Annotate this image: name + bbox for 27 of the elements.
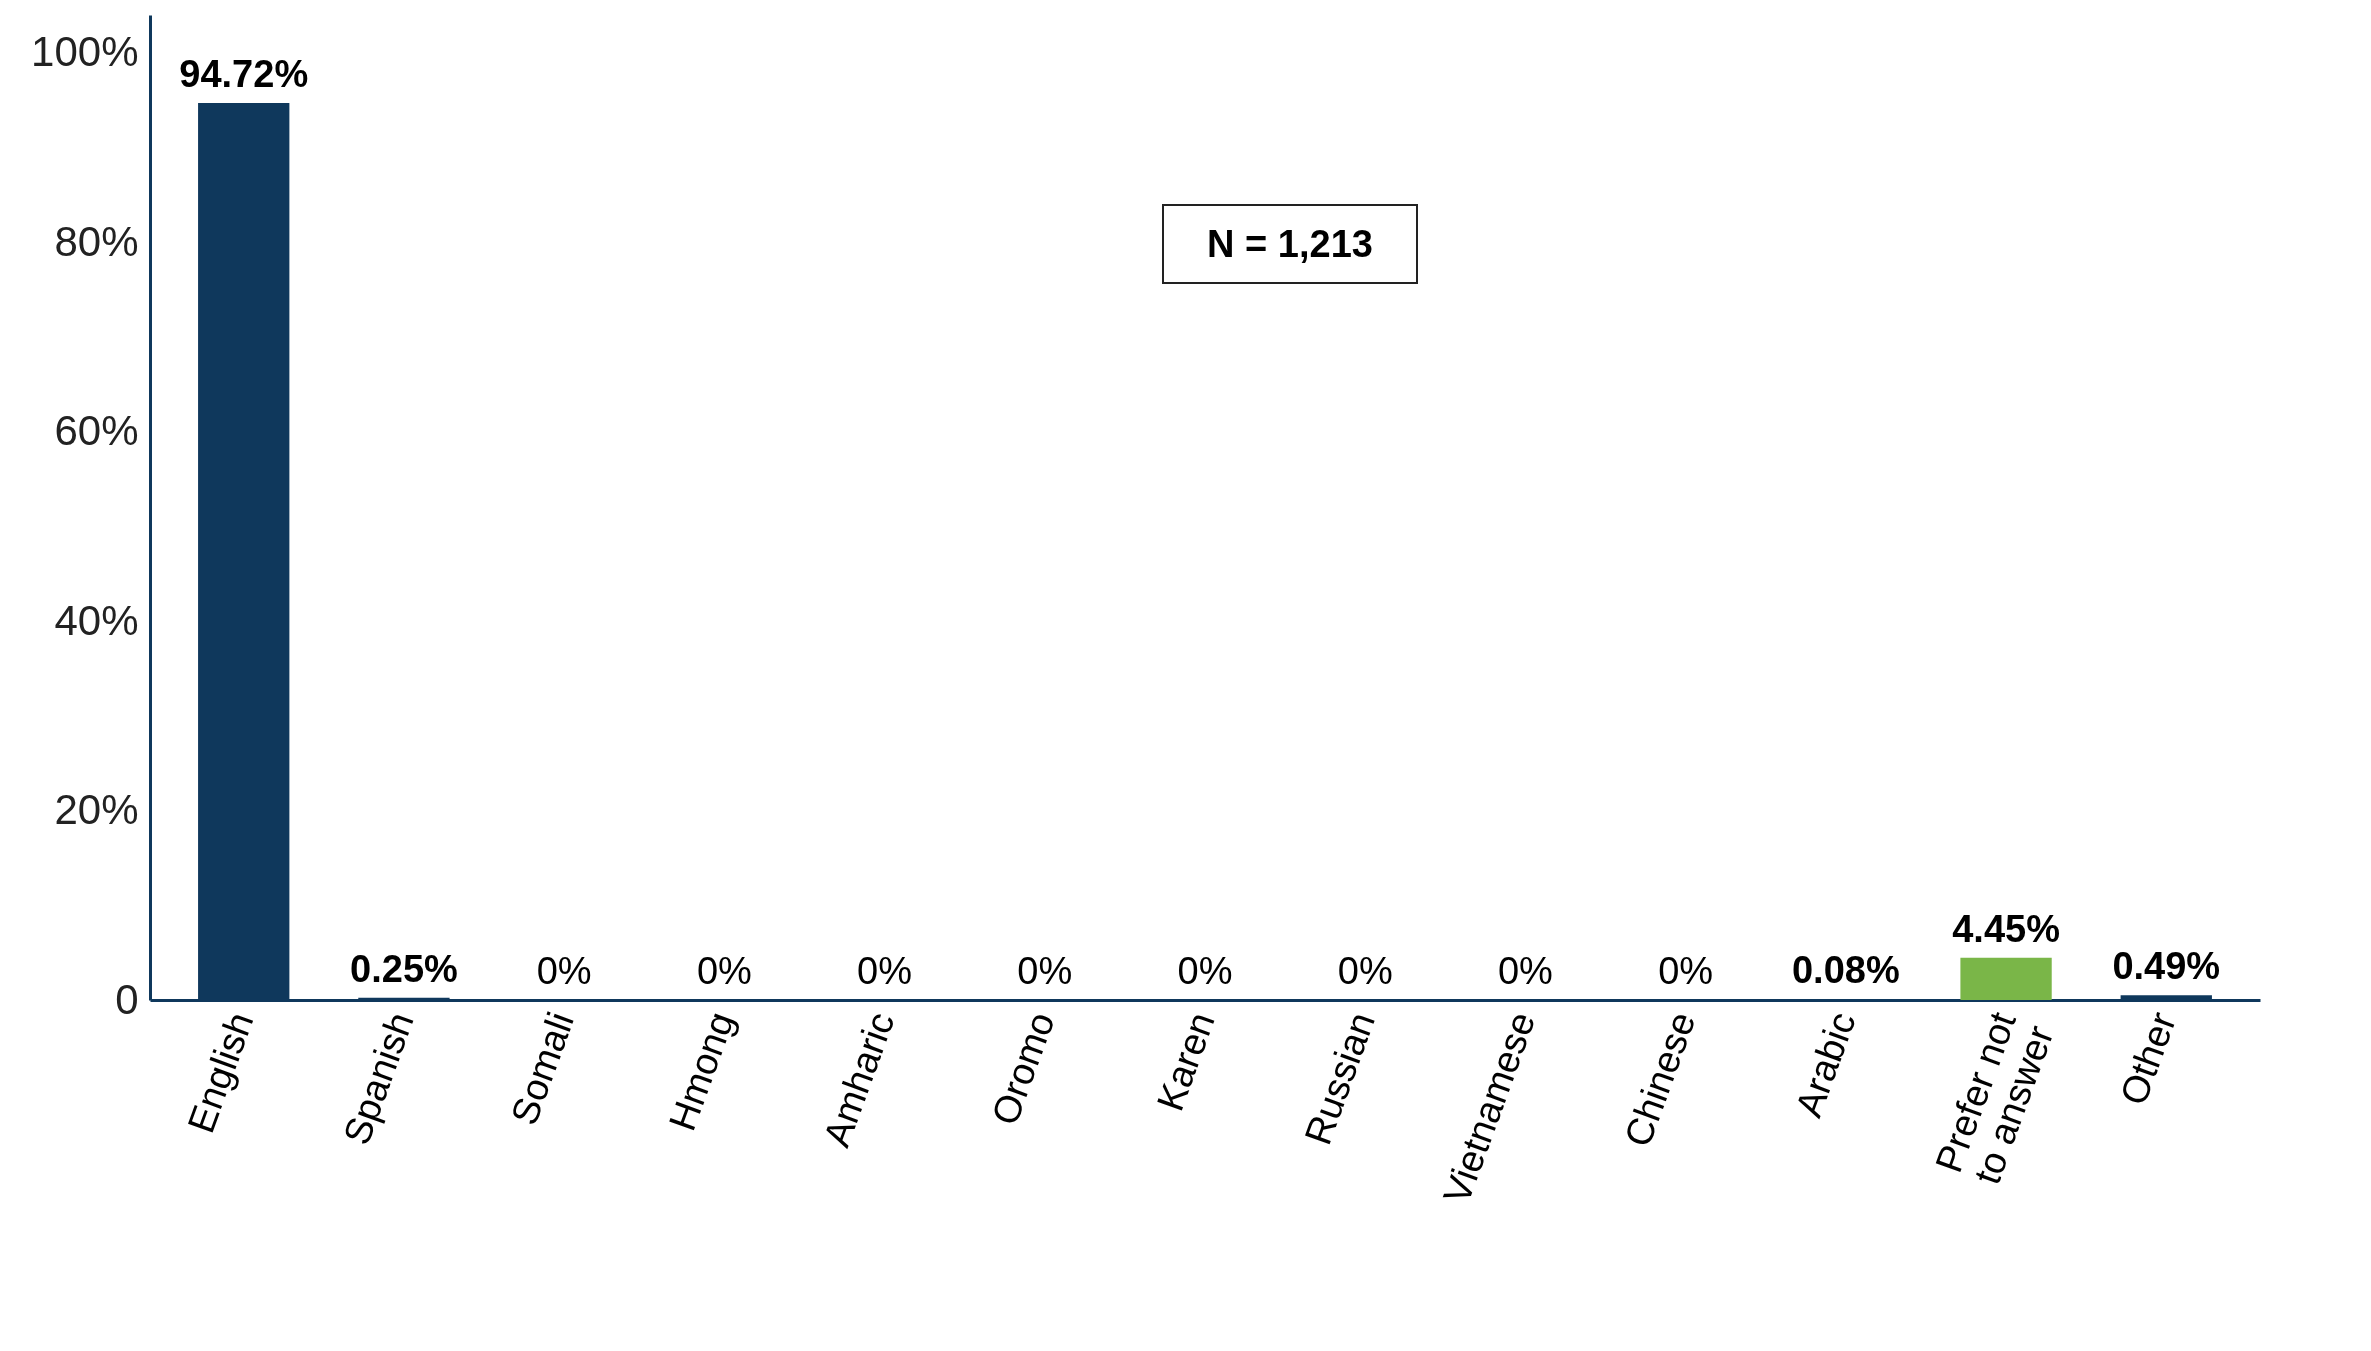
data-label: 0.25%	[350, 947, 458, 990]
data-label: 94.72%	[179, 52, 309, 95]
x-tick-label: Prefer not to answer	[1927, 1006, 2062, 1190]
data-label: 0%	[857, 950, 913, 992]
y-tick-label: 0	[115, 975, 139, 1023]
x-tick-label: Arabic	[1787, 1006, 1864, 1123]
x-tick-label: Other	[2112, 1006, 2185, 1111]
data-label: 0%	[696, 950, 752, 992]
y-tick-label: 100%	[31, 28, 139, 76]
bar	[1960, 957, 2052, 1000]
y-tick-label: 80%	[54, 217, 139, 265]
data-label: 0%	[1337, 950, 1393, 992]
y-tick-label: 20%	[54, 786, 139, 834]
x-tick-label: Somali	[502, 1006, 582, 1131]
data-label: 0%	[1017, 950, 1073, 992]
data-label: 4.45%	[1952, 907, 2060, 950]
data-label: 0.08%	[1791, 949, 1900, 992]
x-tick-label: Oromo	[983, 1006, 1063, 1131]
data-label: 0.49%	[2112, 945, 2221, 988]
y-tick-label: 60%	[54, 407, 139, 455]
data-label: 0%	[1177, 950, 1233, 992]
x-tick-label: Karen	[1148, 1006, 1223, 1117]
annotation: N = 1,213	[1162, 204, 1418, 284]
y-tick-label: 40%	[54, 596, 139, 644]
data-label: 0%	[536, 950, 592, 992]
data-label: 0%	[1497, 950, 1553, 992]
data-label: 0%	[1658, 950, 1714, 992]
